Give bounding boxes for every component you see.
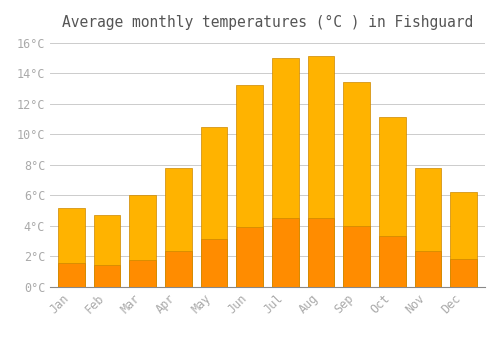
Bar: [450, 192, 477, 287]
Bar: [236, 226, 263, 287]
Bar: [58, 208, 85, 287]
Bar: [272, 218, 298, 287]
Bar: [200, 239, 228, 287]
Bar: [272, 58, 298, 287]
Bar: [344, 226, 370, 287]
Bar: [414, 251, 442, 287]
Title: Average monthly temperatures (°C ) in Fishguard: Average monthly temperatures (°C ) in Fi…: [62, 15, 473, 30]
Bar: [200, 127, 228, 287]
Bar: [379, 118, 406, 287]
Bar: [58, 263, 85, 287]
Bar: [94, 265, 120, 287]
Bar: [165, 251, 192, 287]
Bar: [236, 85, 263, 287]
Bar: [94, 215, 120, 287]
Bar: [130, 195, 156, 287]
Bar: [450, 259, 477, 287]
Bar: [308, 218, 334, 287]
Bar: [308, 56, 334, 287]
Bar: [130, 259, 156, 287]
Bar: [165, 168, 192, 287]
Bar: [414, 168, 442, 287]
Bar: [379, 236, 406, 287]
Bar: [344, 82, 370, 287]
